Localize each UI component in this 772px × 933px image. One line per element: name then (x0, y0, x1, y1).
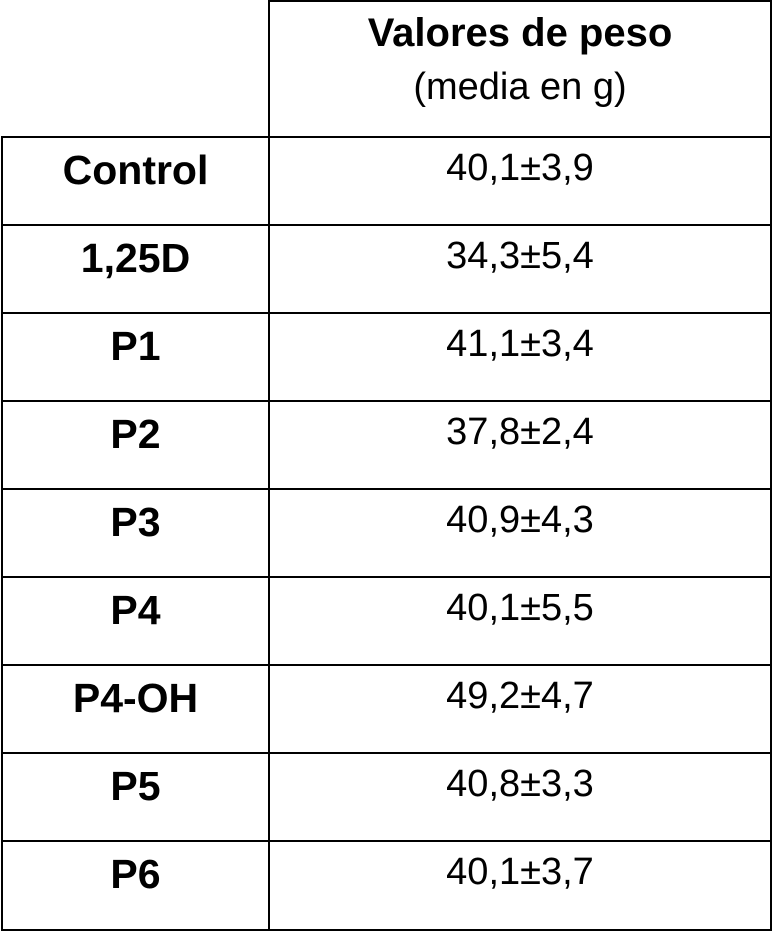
data-row: P340,9±4,3 (2, 489, 771, 577)
data-row: P4-OH49,2±4,7 (2, 665, 771, 753)
row-value: 34,3±5,4 (269, 225, 771, 313)
row-value: 49,2±4,7 (269, 665, 771, 753)
header-subtitle: (media en g) (270, 60, 770, 114)
page: Valores de peso (media en g) Control40,1… (0, 0, 772, 933)
empty-cell (2, 1, 269, 137)
row-label: 1,25D (2, 225, 269, 313)
data-row: P237,8±2,4 (2, 401, 771, 489)
data-row: P540,8±3,3 (2, 753, 771, 841)
data-row: P640,1±3,7 (2, 841, 771, 930)
row-value: 40,1±3,7 (269, 841, 771, 930)
data-row: 1,25D34,3±5,4 (2, 225, 771, 313)
row-value: 41,1±3,4 (269, 313, 771, 401)
table-body: Valores de peso (media en g) Control40,1… (2, 1, 771, 930)
header-cell: Valores de peso (media en g) (269, 1, 771, 137)
weight-table: Valores de peso (media en g) Control40,1… (1, 0, 772, 931)
row-label: P4-OH (2, 665, 269, 753)
header-row: Valores de peso (media en g) (2, 1, 771, 137)
row-label: P1 (2, 313, 269, 401)
data-row: P440,1±5,5 (2, 577, 771, 665)
row-value: 40,9±4,3 (269, 489, 771, 577)
row-value: 40,8±3,3 (269, 753, 771, 841)
row-value: 37,8±2,4 (269, 401, 771, 489)
row-value: 40,1±5,5 (269, 577, 771, 665)
row-label: P3 (2, 489, 269, 577)
header-title: Valores de peso (270, 6, 770, 60)
data-row: Control40,1±3,9 (2, 137, 771, 225)
row-label: P5 (2, 753, 269, 841)
row-label: P4 (2, 577, 269, 665)
data-row: P141,1±3,4 (2, 313, 771, 401)
row-value: 40,1±3,9 (269, 137, 771, 225)
row-label: P6 (2, 841, 269, 930)
row-label: P2 (2, 401, 269, 489)
row-label: Control (2, 137, 269, 225)
